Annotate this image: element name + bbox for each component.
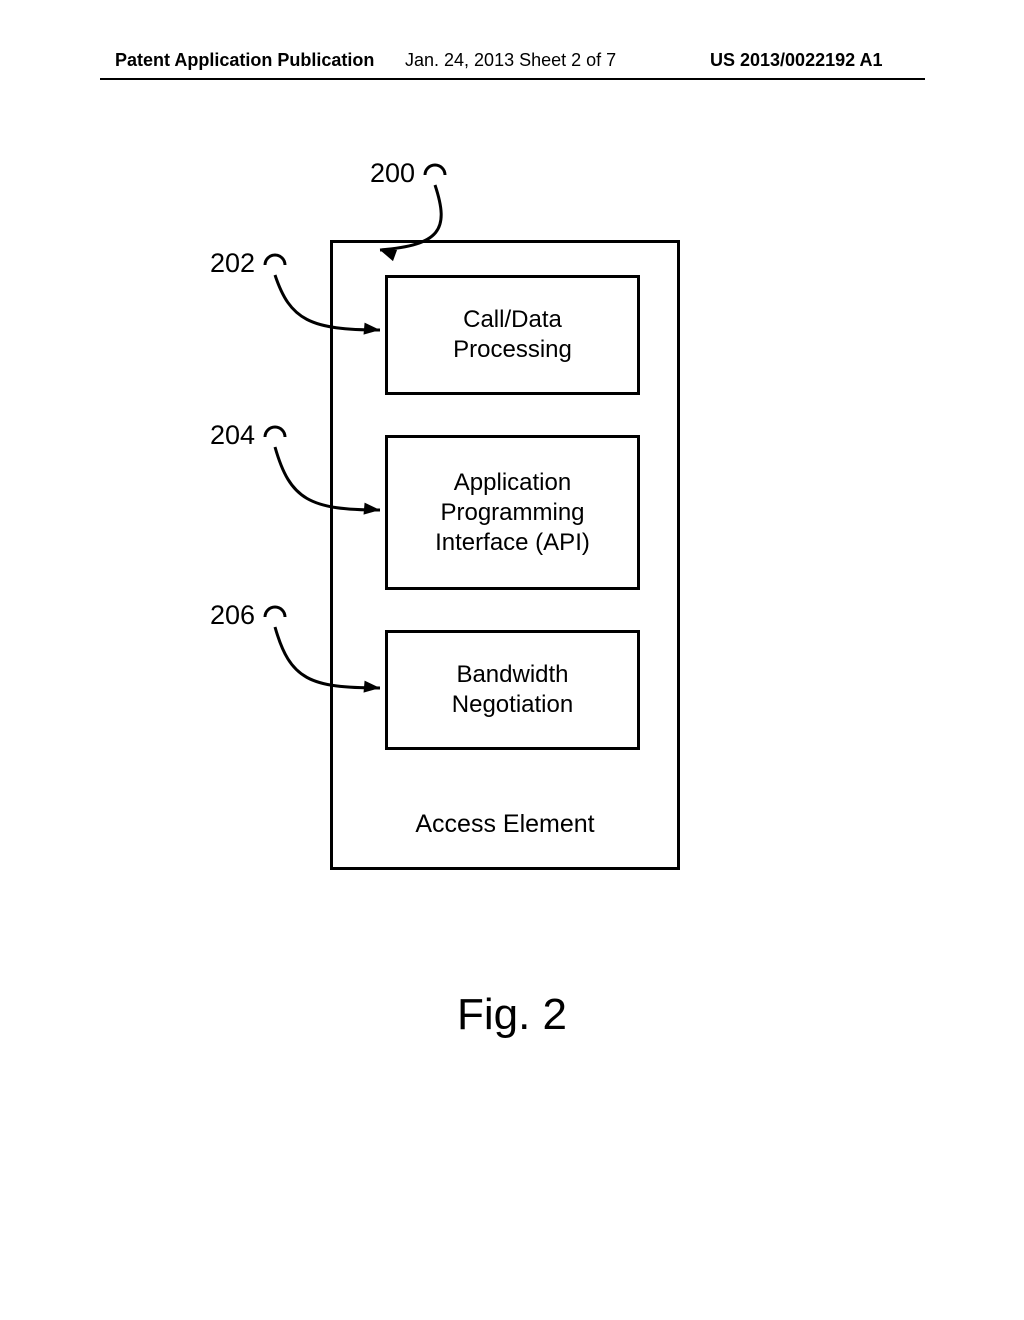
figure-caption: Fig. 2 (0, 990, 1024, 1040)
leader-lines-layer (0, 0, 1024, 1320)
patent-figure-page: Patent Application Publication Jan. 24, … (0, 0, 1024, 1320)
